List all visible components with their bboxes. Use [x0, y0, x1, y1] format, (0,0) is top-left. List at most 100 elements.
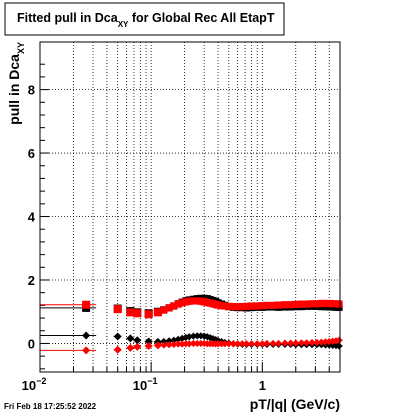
data-point: [234, 303, 242, 311]
data-point: [185, 340, 193, 348]
x-tick-label-base: 10: [22, 378, 36, 393]
data-point: [185, 333, 193, 341]
data-point: [281, 301, 289, 309]
data-point: [269, 339, 277, 348]
data-point: [269, 301, 277, 309]
series-2: [40, 297, 343, 319]
y-tick-label: 4: [28, 210, 36, 225]
data-point: [165, 337, 173, 345]
data-point: [126, 334, 135, 343]
x-axis-label: pT/|q| (GeV/c): [250, 396, 340, 412]
data-point: [247, 340, 256, 348]
data-point: [174, 335, 182, 343]
data-point: [287, 301, 295, 309]
x-tick-label: 10−1: [133, 376, 158, 393]
data-point: [292, 339, 300, 347]
data-point: [178, 299, 186, 307]
data-point: [229, 340, 238, 348]
data-point: [302, 339, 311, 347]
chart-title-rest: for Global Rec All EtapT: [128, 11, 274, 25]
y-axis-label: pull in DcaXY: [6, 42, 26, 125]
data-point: [281, 339, 289, 347]
data-point: [302, 300, 311, 308]
data-point: [113, 345, 122, 354]
series-3: [40, 331, 343, 350]
data-point: [174, 300, 182, 308]
data-point: [263, 301, 271, 309]
data-point: [203, 333, 211, 341]
data-point: [274, 301, 283, 309]
title-frame: [4, 2, 285, 36]
data-point: [133, 342, 142, 351]
data-point: [263, 339, 271, 348]
grid-lines: [40, 42, 340, 372]
data-point: [238, 340, 246, 348]
x-tick-label-exponent: −1: [147, 376, 157, 386]
chart-title: Fitted pull in DcaXY for Global Rec All …: [17, 11, 275, 29]
data-point: [332, 337, 340, 345]
data-point: [126, 308, 135, 317]
x-tick-label: 10−2: [22, 376, 47, 393]
data-point: [313, 300, 321, 308]
data-point: [170, 340, 178, 348]
data-point: [82, 300, 91, 309]
data-point: [144, 337, 153, 346]
data-point: [313, 338, 321, 347]
data-point: [153, 341, 162, 350]
data-point: [274, 339, 283, 348]
data-point: [185, 297, 193, 305]
x-tick-label: 1: [259, 378, 266, 393]
data-point: [234, 340, 242, 348]
data-point: [160, 341, 168, 349]
chart-title-box: Fitted pull in DcaXY for Global Rec All …: [4, 2, 285, 36]
data-point: [229, 303, 238, 311]
y-axis-label-main: pull in Dca: [6, 54, 22, 125]
data-point: [335, 336, 343, 344]
x-tick-label-base: 10: [133, 378, 147, 393]
timestamp-footer: Fri Feb 18 17:25:52 2022: [4, 402, 97, 411]
y-tick-label: 6: [28, 146, 35, 161]
x-tick-label-exponent: −2: [36, 376, 46, 386]
data-point: [144, 341, 153, 350]
y-axis-label-subscript: XY: [16, 42, 26, 54]
data-point: [113, 305, 122, 314]
chart-title-subscript: XY: [118, 20, 129, 29]
data-point: [144, 310, 153, 319]
data-point: [308, 338, 316, 347]
chart-title-main: Fitted pull in Dca: [17, 11, 119, 25]
y-tick-label: 2: [28, 273, 35, 288]
data-series: [40, 294, 343, 355]
data-point: [317, 338, 325, 346]
data-point: [160, 306, 168, 314]
data-point: [178, 334, 186, 342]
y-tick-label: 0: [28, 336, 35, 351]
data-point: [297, 300, 306, 308]
data-point: [317, 299, 325, 308]
data-point: [113, 332, 122, 341]
data-point: [287, 339, 295, 347]
data-point: [153, 308, 162, 317]
data-point: [225, 340, 233, 348]
data-point: [292, 300, 300, 309]
data-point: [165, 341, 173, 349]
data-point: [308, 300, 316, 308]
data-point: [126, 343, 135, 352]
data-point: [247, 302, 256, 310]
data-point: [258, 340, 266, 348]
data-point: [258, 302, 266, 310]
data-point: [225, 302, 233, 310]
plot-frame: [39, 41, 341, 373]
data-point: [253, 340, 261, 348]
data-point: [82, 346, 91, 355]
data-point: [242, 302, 251, 310]
data-point: [170, 302, 178, 310]
data-point: [238, 303, 246, 311]
data-point: [242, 340, 251, 348]
data-point: [133, 309, 142, 318]
data-point: [165, 304, 173, 312]
y-tick-label: 8: [28, 83, 35, 98]
data-point: [253, 302, 261, 310]
data-point: [335, 300, 343, 308]
